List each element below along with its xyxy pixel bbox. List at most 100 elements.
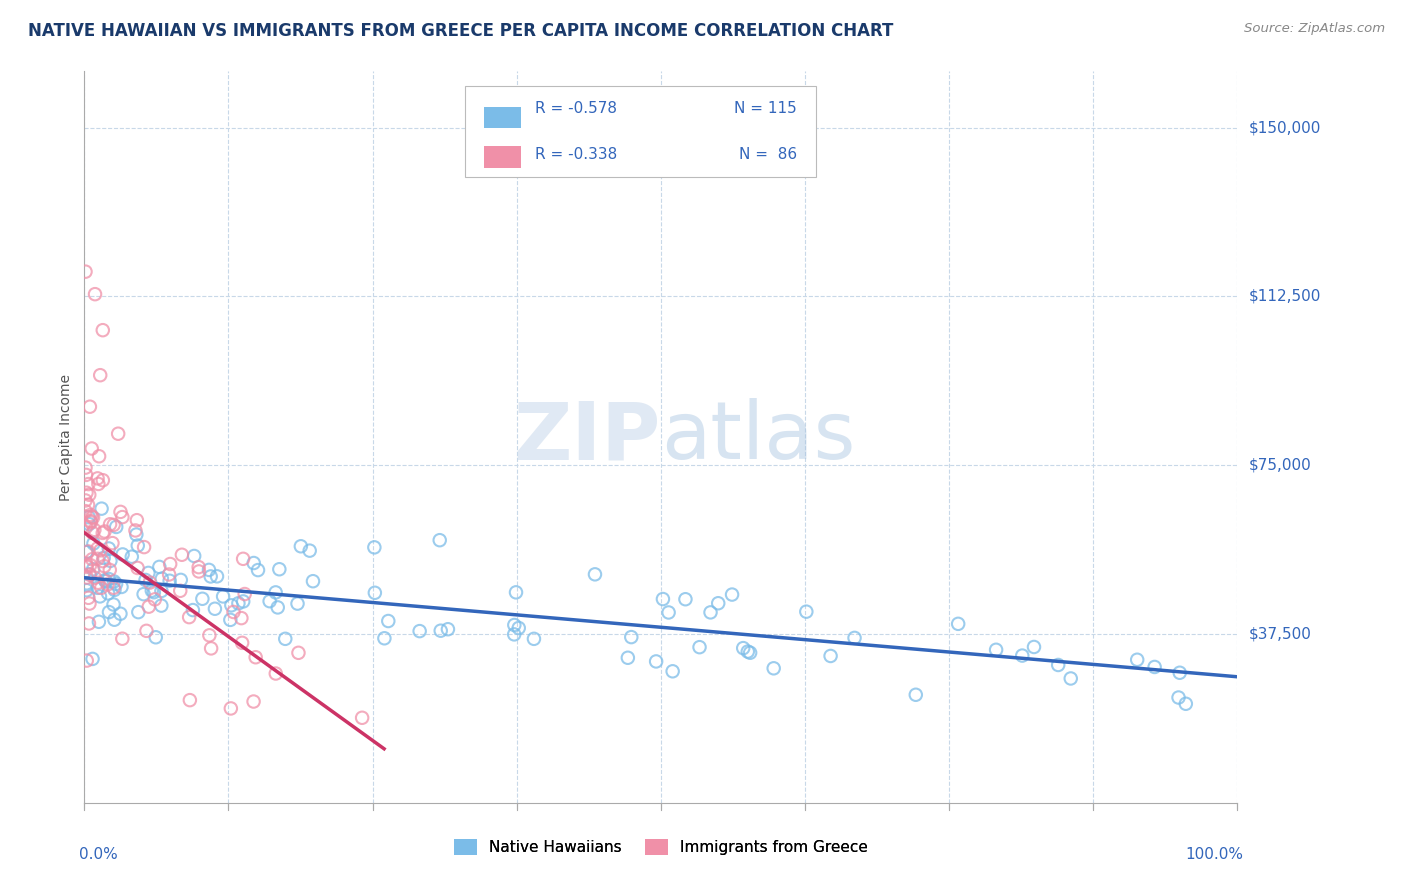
Point	[733, 641, 755, 656]
Point	[110, 505, 132, 519]
Point	[91, 323, 114, 337]
Point	[110, 607, 132, 621]
Point	[183, 549, 205, 563]
Point	[76, 654, 98, 668]
Point	[87, 477, 110, 491]
Point	[264, 585, 287, 599]
Point	[651, 592, 673, 607]
Point	[170, 573, 193, 587]
Point	[97, 586, 120, 600]
Point	[179, 610, 201, 624]
Point	[77, 544, 100, 558]
Point	[150, 599, 173, 613]
Point	[148, 560, 170, 574]
Point	[245, 650, 267, 665]
Point	[794, 605, 817, 619]
Point	[125, 513, 148, 527]
Point	[157, 567, 180, 582]
Point	[904, 688, 927, 702]
Point	[97, 572, 120, 586]
Point	[179, 693, 201, 707]
FancyBboxPatch shape	[465, 86, 817, 178]
Text: 100.0%: 100.0%	[1185, 847, 1243, 862]
Point	[93, 550, 115, 565]
Point	[111, 632, 134, 646]
Point	[87, 615, 110, 629]
Point	[87, 450, 110, 464]
Point	[645, 655, 668, 669]
Point	[205, 569, 228, 583]
Point	[1060, 672, 1083, 686]
Point	[231, 611, 253, 625]
Point	[204, 601, 226, 615]
Point	[103, 598, 125, 612]
Point	[77, 591, 100, 605]
Point	[377, 614, 399, 628]
Point	[737, 644, 759, 658]
Point	[150, 572, 173, 586]
Point	[247, 563, 270, 577]
Point	[1022, 640, 1045, 654]
Point	[259, 594, 281, 608]
Point	[94, 573, 117, 587]
Point	[505, 585, 527, 599]
Point	[103, 517, 125, 532]
FancyBboxPatch shape	[485, 106, 522, 128]
Point	[946, 616, 969, 631]
Point	[219, 613, 242, 627]
Point	[77, 517, 100, 532]
Point	[1174, 697, 1197, 711]
Point	[675, 592, 697, 607]
Point	[75, 558, 97, 573]
Text: $37,500: $37,500	[1249, 626, 1312, 641]
Point	[127, 539, 149, 553]
Point	[80, 509, 103, 524]
Point	[187, 565, 209, 579]
Point	[86, 581, 108, 595]
Point	[232, 551, 254, 566]
Point	[103, 581, 125, 595]
Point	[105, 520, 128, 534]
Point	[77, 488, 100, 502]
Point	[80, 442, 103, 456]
Point	[287, 597, 309, 611]
Point	[699, 606, 721, 620]
Text: atlas: atlas	[661, 398, 855, 476]
Point	[212, 590, 235, 604]
Text: ZIP: ZIP	[513, 398, 661, 476]
Point	[86, 471, 108, 485]
Point	[740, 646, 762, 660]
Text: $75,000: $75,000	[1249, 458, 1312, 473]
Point	[103, 582, 125, 597]
Point	[75, 467, 97, 482]
Point	[1167, 690, 1189, 705]
Point	[242, 694, 264, 708]
Point	[198, 563, 221, 577]
Point	[89, 590, 111, 604]
Point	[98, 517, 121, 532]
Point	[82, 562, 104, 576]
Point	[429, 533, 451, 548]
Point	[658, 606, 681, 620]
Point	[159, 574, 181, 588]
Point	[82, 510, 104, 524]
Text: R = -0.338: R = -0.338	[536, 147, 617, 162]
Point	[89, 543, 111, 558]
Point	[76, 545, 98, 559]
FancyBboxPatch shape	[485, 146, 522, 168]
Point	[91, 473, 114, 487]
Point	[98, 605, 121, 619]
Point	[105, 576, 128, 591]
Point	[98, 563, 121, 577]
Point	[228, 596, 250, 610]
Point	[844, 631, 866, 645]
Point	[363, 541, 385, 555]
Point	[721, 588, 744, 602]
Point	[689, 640, 711, 655]
Point	[75, 265, 97, 279]
Point	[103, 613, 125, 627]
Point	[617, 650, 640, 665]
Point	[76, 485, 98, 500]
Point	[132, 587, 155, 601]
Point	[94, 574, 117, 588]
